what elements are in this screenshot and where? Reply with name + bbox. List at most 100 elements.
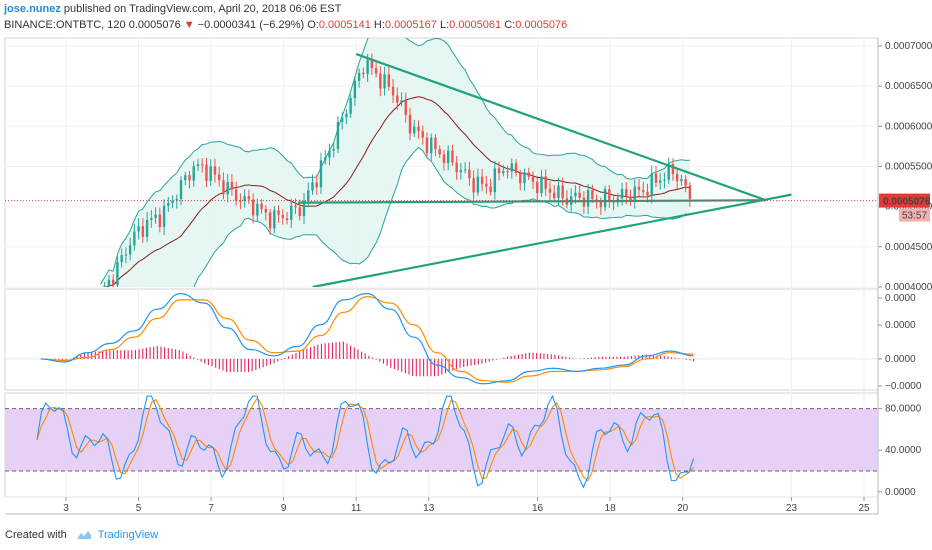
candle-body — [527, 172, 530, 177]
candle-body — [463, 169, 467, 171]
candle-body — [124, 254, 128, 256]
candle-body — [116, 262, 119, 285]
candle-body — [675, 174, 679, 182]
candle-body — [319, 160, 323, 188]
last-price: 0.0005076 — [128, 19, 181, 31]
candle-body — [519, 173, 522, 184]
tradingview-brand[interactable]: TradingView — [97, 529, 159, 541]
candle-body — [536, 181, 539, 194]
candle-body — [281, 214, 285, 219]
x-tick-label: 13 — [423, 503, 435, 514]
candle-body — [620, 188, 624, 199]
x-tick-label: 9 — [281, 503, 287, 514]
candle-body — [137, 226, 140, 232]
stoch-tick-label: 80.0000 — [885, 404, 922, 415]
candle-body — [370, 59, 374, 69]
candle-body — [366, 59, 369, 75]
stoch-tick-label: 40.0000 — [885, 445, 922, 456]
candle-body — [574, 192, 577, 197]
author-name[interactable]: jose.nunez — [4, 3, 61, 15]
candle-body — [391, 86, 395, 96]
last-price-tag — [879, 193, 930, 208]
candle-body — [179, 180, 183, 200]
macd-line — [40, 293, 694, 385]
candle-body — [404, 100, 407, 115]
candle-body — [688, 185, 692, 199]
candle-body — [268, 212, 272, 229]
candle-body — [362, 72, 365, 75]
candle-body — [417, 126, 420, 132]
candle-body — [213, 166, 217, 175]
candle-body — [294, 205, 297, 208]
candle-body — [196, 164, 200, 167]
candle-body — [659, 180, 662, 183]
candle-body — [383, 74, 386, 89]
candle-body — [446, 150, 450, 163]
candle-body — [472, 178, 475, 193]
candle-body — [625, 188, 628, 197]
change-down-icon: ▼ — [183, 19, 195, 31]
candle-body — [599, 201, 603, 208]
candle-body — [671, 164, 675, 175]
candle-body — [650, 173, 653, 196]
candle-body — [421, 131, 424, 138]
candle-body — [103, 285, 106, 287]
candle-body — [162, 205, 166, 228]
open-label: O: — [307, 19, 319, 31]
candle-body — [603, 189, 607, 208]
x-tick-label: 11 — [351, 503, 362, 514]
candle-body — [485, 183, 488, 187]
candle-body — [523, 172, 526, 184]
candle-body — [128, 245, 132, 255]
low-label: L: — [439, 19, 450, 31]
footer: Created with TradingView — [5, 529, 158, 541]
candle-body — [438, 149, 441, 155]
candle-body — [133, 231, 136, 246]
candle-body — [430, 137, 433, 154]
bollinger-basis — [105, 96, 690, 287]
high-label: H: — [373, 19, 385, 31]
candle-body — [311, 182, 314, 191]
candle-body — [234, 189, 238, 201]
candle-body — [336, 121, 340, 149]
candle-body — [230, 181, 234, 190]
candle-body — [684, 179, 687, 186]
candle-body — [387, 74, 391, 87]
x-tick-label: 5 — [136, 503, 142, 514]
candle-body — [192, 166, 195, 181]
candle-body — [298, 207, 301, 217]
candle-body — [277, 210, 280, 215]
candle-body — [239, 200, 242, 202]
bollinger-lower — [193, 146, 691, 287]
candle-body — [328, 150, 331, 158]
candle-body — [578, 192, 581, 198]
candle-body — [637, 186, 641, 190]
candle-body — [167, 203, 170, 206]
bollinger-fill — [100, 38, 690, 287]
last-price-label: 0.0005076 — [883, 197, 931, 208]
candle-body — [357, 72, 361, 81]
publish-info: jose.nunez published on TradingView.com,… — [4, 3, 341, 15]
macd-tick-label: 0.0000 — [885, 354, 916, 365]
trendline-horizontal-support — [298, 199, 767, 204]
symbol-info: BINANCE:ONTBTC, 120 0.0005076 ▼ −0.00003… — [4, 19, 567, 31]
candle-body — [345, 113, 348, 118]
candle-body — [332, 148, 335, 151]
candle-body — [349, 98, 352, 114]
low-value: 0.0005061 — [449, 19, 502, 31]
candle-body — [434, 137, 437, 150]
candle-body — [171, 200, 174, 204]
candle-body — [226, 181, 229, 195]
stoch-d-line — [36, 397, 694, 482]
high-value: 0.0005167 — [384, 19, 437, 31]
candle-body — [459, 169, 463, 173]
candle-body — [400, 100, 403, 103]
stoch-k-line — [36, 394, 695, 489]
x-tick-label: 7 — [208, 503, 214, 514]
candle-body — [264, 208, 268, 213]
bollinger-upper — [100, 38, 690, 285]
candle-body — [591, 190, 594, 200]
price-tick-label: 0.0006000 — [885, 121, 932, 132]
candle-body — [251, 199, 255, 216]
